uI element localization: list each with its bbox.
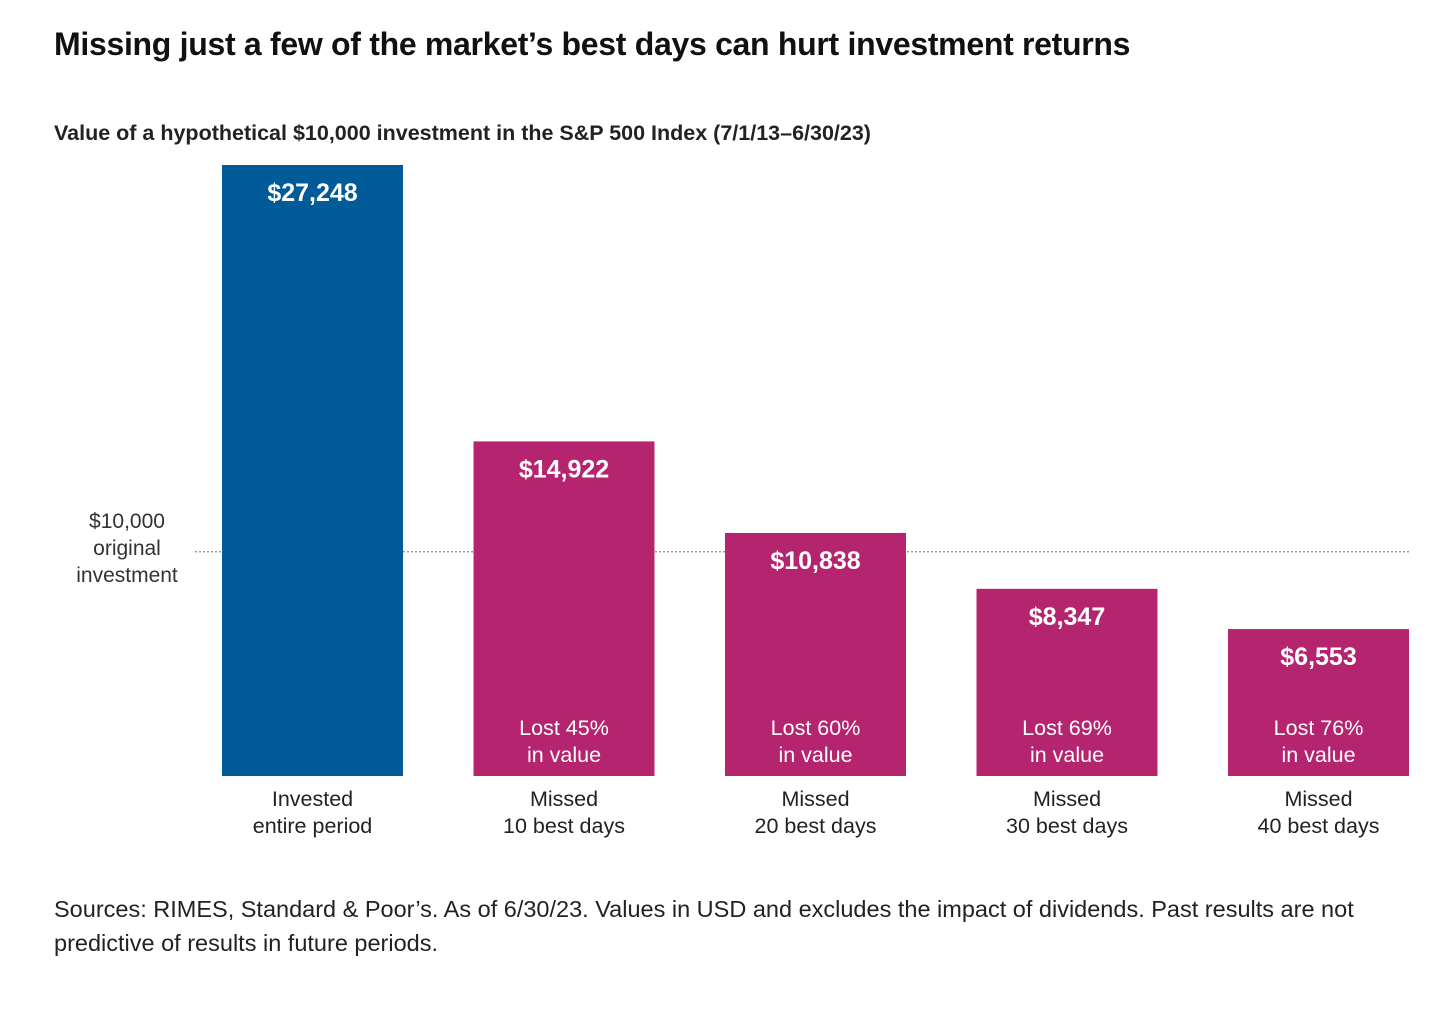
bar-annotation-5: Lost 76% in value xyxy=(1274,716,1364,767)
category-label-2: Missed 10 best days xyxy=(503,787,625,838)
bar-annotation-3: Lost 60% in value xyxy=(771,716,861,767)
bar-5 xyxy=(1228,629,1409,776)
bar-annotation-4: Lost 69% in value xyxy=(1022,716,1112,767)
category-label-5: Missed 40 best days xyxy=(1258,787,1380,838)
bar-value-label-2: $14,922 xyxy=(519,455,609,483)
bar-value-label-4: $8,347 xyxy=(1029,603,1105,631)
bar-chart: $10,000 original investment $27,248 Invested… xyxy=(76,165,1410,838)
bar-annotation-2: Lost 45% in value xyxy=(519,716,609,767)
bar-3 xyxy=(725,532,906,776)
bar-value-label-3: $10,838 xyxy=(770,547,860,575)
category-label-3: Missed 20 best days xyxy=(755,787,877,838)
bar-value-label-1: $27,248 xyxy=(267,179,357,207)
bar-value-label-5: $6,553 xyxy=(1280,643,1356,671)
reference-line-label: $10,000 original investment xyxy=(76,510,178,587)
category-label-4: Missed 30 best days xyxy=(1006,787,1128,838)
chart-subtitle: Value of a hypothetical $10,000 investme… xyxy=(54,121,871,145)
sources-footnote: Sources: RIMES, Standard & Poor’s. As of… xyxy=(54,896,1354,956)
category-label-1: Invested entire period xyxy=(253,787,373,838)
bar-1 xyxy=(222,165,403,776)
bar-2 xyxy=(473,441,655,776)
chart-title: Missing just a few of the market’s best … xyxy=(54,26,1131,62)
bar-4 xyxy=(976,588,1158,776)
